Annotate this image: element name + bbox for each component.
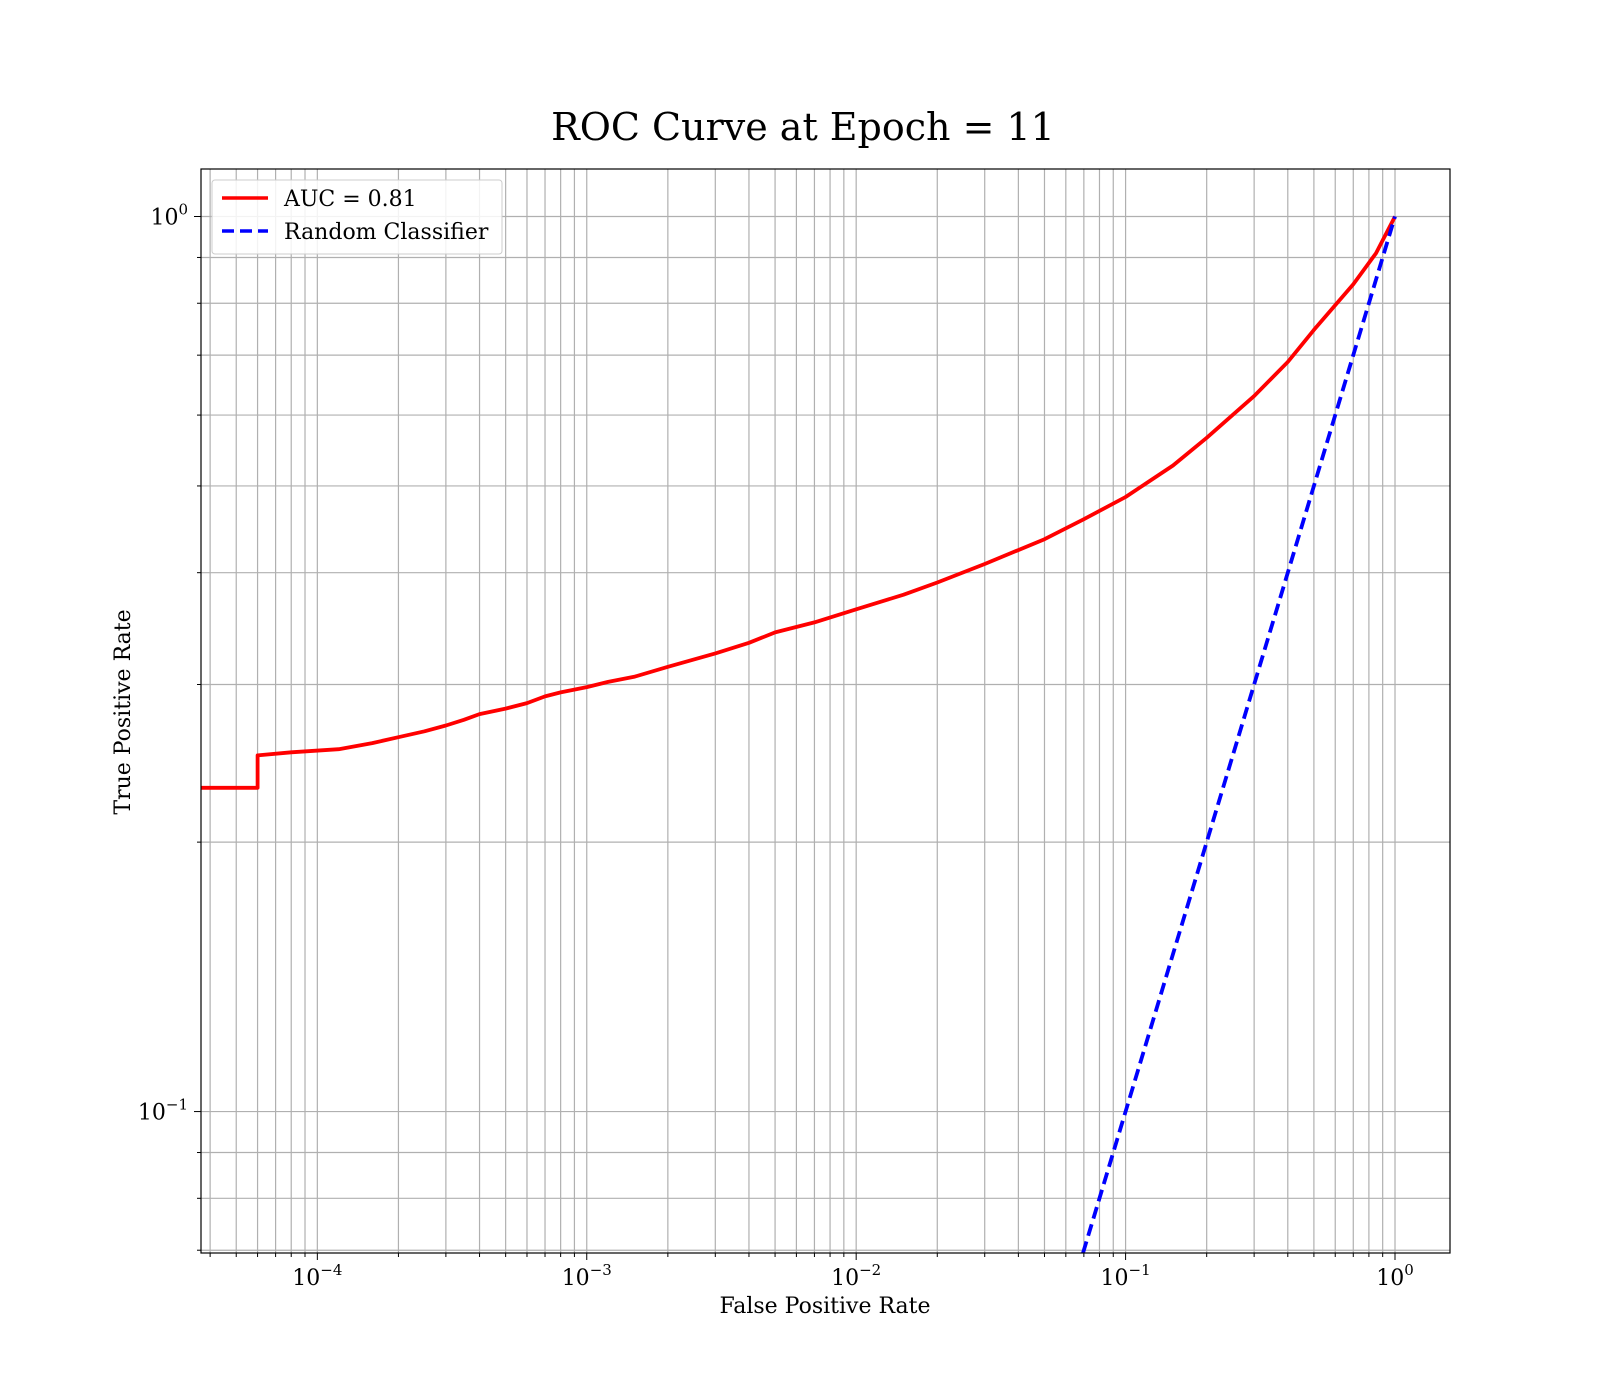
legend-frame	[211, 179, 503, 255]
legend-label-random: Random Classifier	[284, 220, 489, 245]
legend-label-auc: AUC = 0.81	[283, 187, 417, 212]
y-axis-ticks: 10−1 100	[138, 201, 201, 1251]
x-tick-label: 10−4	[292, 1261, 342, 1291]
chart-title: ROC Curve at Epoch = 11	[551, 105, 1055, 149]
x-axis-label: False Positive Rate	[719, 1294, 930, 1319]
y-axis-label: True Positive Rate	[111, 609, 136, 814]
x-tick-label: 10−2	[831, 1261, 881, 1291]
grid	[201, 169, 1450, 1253]
x-tick-label: 100	[1376, 1261, 1414, 1291]
plot-frame	[200, 168, 1451, 1254]
y-tick-label: 100	[150, 201, 188, 231]
plot-area	[201, 215, 1397, 1253]
x-axis-ticks: 10−4 10−3 10−2 10−1 100	[209, 1253, 1414, 1291]
roc-curve-line	[201, 215, 1397, 790]
x-tick-label: 10−1	[1101, 1261, 1151, 1291]
random-classifier-line	[1081, 215, 1397, 1253]
x-tick-label: 10−3	[562, 1261, 612, 1291]
legend: AUC = 0.81 Random Classifier	[211, 179, 503, 255]
y-tick-label: 10−1	[138, 1096, 188, 1126]
